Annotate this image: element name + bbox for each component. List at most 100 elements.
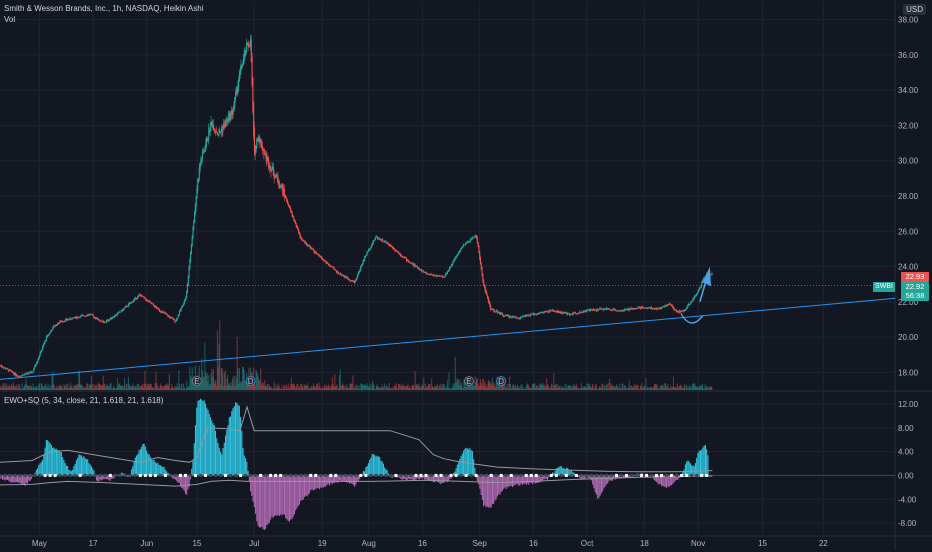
candle-body [346, 277, 348, 279]
candle-body [244, 49, 246, 56]
candle-body [55, 324, 57, 327]
volume-bar [672, 386, 674, 390]
volume-bar [124, 388, 126, 390]
volume-bar [680, 386, 682, 390]
candle-body [472, 237, 474, 239]
candle-body [686, 307, 688, 310]
candle-body [275, 176, 277, 177]
candle-body [234, 97, 236, 107]
candle-body [646, 307, 648, 309]
candle-body [86, 314, 89, 316]
volume-bar [168, 385, 170, 390]
candle-body [62, 321, 64, 323]
volume-bar [535, 388, 537, 390]
volume-bar [447, 387, 449, 390]
currency-badge[interactable]: USD [903, 4, 926, 15]
candle-body [505, 315, 508, 316]
candle-body [213, 129, 215, 131]
candle-body [535, 314, 537, 315]
candle-body [387, 243, 389, 245]
candle-body [591, 309, 593, 311]
volume-bar [383, 387, 385, 390]
volume-bar [133, 386, 135, 390]
volume-bar [705, 387, 707, 390]
candle-body [159, 310, 161, 312]
volume-bar [105, 384, 107, 390]
volume-bar [617, 386, 619, 390]
candle-body [668, 304, 670, 306]
volume-bar [304, 385, 306, 390]
candle-body [328, 264, 330, 266]
candle-body [583, 311, 585, 312]
volume-bar [137, 384, 139, 390]
volume-bar [201, 370, 204, 390]
volume-bar [109, 383, 111, 390]
candle-body [386, 242, 389, 244]
candle-body [624, 309, 626, 311]
volume-bar [587, 383, 589, 390]
squeeze-dot [489, 473, 493, 477]
volume-bar [645, 377, 647, 390]
candle-body [158, 308, 160, 311]
candle-body [104, 322, 106, 324]
candle-body [208, 127, 210, 139]
candle-body [498, 312, 500, 314]
volume-bar [553, 373, 555, 390]
volume-bar [702, 388, 704, 390]
volume-bar [397, 388, 399, 390]
candle-body [565, 312, 567, 314]
volume-bar [631, 387, 634, 390]
volume-bar [667, 384, 669, 390]
volume-bar [459, 379, 461, 390]
candle-body [321, 257, 323, 260]
candle-body [372, 242, 374, 245]
volume-bar [349, 383, 352, 390]
volume-bar [685, 384, 687, 390]
volume-bar [237, 367, 239, 390]
volume-bar [121, 385, 123, 390]
candle-body [502, 314, 504, 316]
volume-bar [487, 387, 489, 390]
volume-bar [508, 383, 510, 390]
volume-bar [635, 387, 637, 390]
candle-body [294, 219, 296, 222]
candle-body [181, 305, 183, 309]
candle-body [292, 215, 294, 218]
volume-bar [502, 385, 504, 390]
volume-bar [410, 388, 412, 390]
candle-body [405, 257, 407, 259]
candle-body [657, 308, 659, 310]
candle-body [594, 309, 597, 311]
candle-body [384, 241, 386, 243]
volume-bar [113, 387, 115, 390]
candle-body [487, 297, 489, 303]
candle-body [616, 310, 619, 312]
volume-bar [14, 385, 16, 390]
candle-body [471, 238, 473, 240]
candle-body [212, 124, 214, 126]
squeeze-dot [138, 473, 142, 477]
volume-bar [352, 375, 354, 390]
volume-bar [585, 387, 587, 390]
volume-bar [102, 375, 104, 390]
volume-bar [583, 386, 585, 390]
volume-bar [334, 374, 336, 390]
volume-bar [590, 387, 592, 390]
candle-body [539, 312, 541, 314]
volume-bar [60, 385, 62, 390]
volume-bar [428, 383, 430, 390]
volume-bar [130, 385, 132, 390]
candle-body [141, 295, 143, 297]
volume-bar [170, 388, 172, 390]
volume-bar [527, 383, 529, 390]
candle-body [503, 315, 505, 317]
candle-body [145, 299, 148, 302]
volume-bar [488, 380, 490, 390]
candle-body [25, 373, 27, 375]
candle-body [130, 302, 132, 304]
candle-body [463, 244, 465, 246]
candle-body [615, 310, 617, 312]
volume-bar [348, 387, 350, 390]
candle-body [343, 275, 345, 277]
squeeze-dot [98, 473, 102, 477]
